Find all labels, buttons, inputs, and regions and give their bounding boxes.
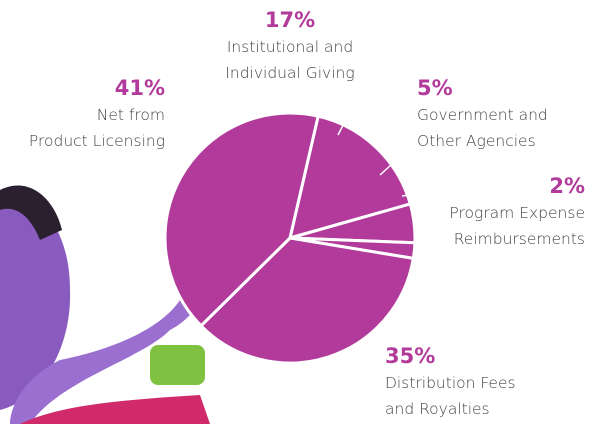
leader-line [379, 141, 417, 176]
category-label: Institutional and Individual Giving [225, 38, 355, 82]
character-head [0, 198, 71, 410]
category-label: Distribution Fees and Royalties [385, 374, 516, 418]
character-illustration [0, 185, 210, 424]
character-arm [10, 281, 201, 424]
slice-label: 17% Institutional and Individual Giving [205, 6, 375, 86]
leader-line [401, 191, 433, 197]
percent-label: 35% [385, 344, 436, 368]
leader-line [337, 95, 359, 136]
percent-label: 2% [549, 174, 585, 198]
character-hair [0, 185, 62, 240]
pie-slice [199, 236, 415, 365]
pie-slice [288, 114, 412, 240]
category-label: Program Expense Reimbursements [449, 204, 585, 248]
slice-label: 41% Net from Product Licensing [0, 74, 165, 154]
percent-label: 41% [114, 76, 165, 100]
percent-label: 5% [417, 76, 453, 100]
category-label: Government and Other Agencies [417, 106, 548, 150]
character-clothes [20, 395, 210, 424]
slice-label: 35% Distribution Fees and Royalties [385, 342, 575, 422]
bracelets [150, 345, 205, 385]
slice-label: 5% Government and Other Agencies [417, 74, 587, 154]
percent-label: 17% [264, 8, 316, 32]
slice-label: 2% Program Expense Reimbursements [420, 172, 585, 252]
category-label: Net from Product Licensing [28, 106, 165, 150]
pie-slice [163, 111, 320, 328]
leader-lines [337, 95, 433, 197]
pie [163, 111, 417, 365]
